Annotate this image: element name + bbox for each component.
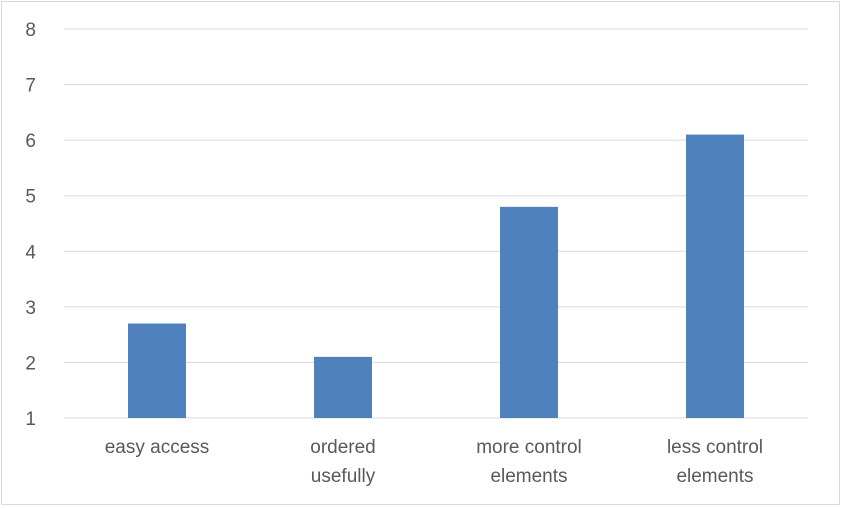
x-category-label-1-line-1: easy access (105, 437, 210, 458)
bars (128, 134, 744, 419)
y-tick-label-7: 7 (25, 76, 36, 97)
y-tick-label-3: 3 (25, 298, 36, 319)
y-tick-label-4: 4 (25, 242, 36, 263)
y-tick-label-8: 8 (25, 20, 36, 41)
y-tick-label-1: 1 (25, 409, 36, 430)
y-tick-label-6: 6 (25, 131, 36, 152)
bar-4 (686, 134, 744, 419)
x-axis-category-labels: easy access ordered usefully more control el… (105, 437, 763, 487)
y-tick-label-2: 2 (25, 353, 36, 374)
x-category-label-4-line-2: elements (676, 466, 753, 487)
gridlines (64, 28, 808, 419)
bar-2 (314, 356, 372, 418)
bar-3 (500, 206, 558, 418)
x-category-label-2-line-2: usefully (311, 466, 376, 487)
y-tick-label-5: 5 (25, 187, 36, 208)
x-category-label-3-line-1: more control (476, 437, 582, 458)
x-category-label-3-line-2: elements (490, 466, 567, 487)
bar-1 (128, 323, 186, 418)
y-axis-tick-labels: 1 2 3 4 5 6 7 8 (25, 20, 36, 430)
x-category-label-2-line-1: ordered (310, 437, 376, 458)
x-category-label-4-line-1: less control (667, 437, 763, 458)
